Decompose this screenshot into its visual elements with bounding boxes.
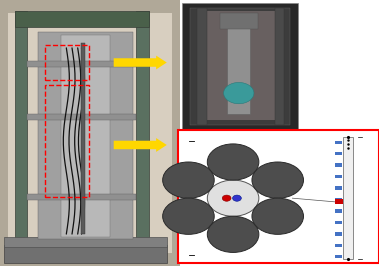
Bar xyxy=(178,130,379,263)
Bar xyxy=(38,32,133,239)
Bar xyxy=(275,8,284,125)
Bar xyxy=(220,13,258,29)
Circle shape xyxy=(207,144,259,180)
Text: 1,500mm
(30point): 1,500mm (30point) xyxy=(363,193,379,204)
Circle shape xyxy=(222,195,231,201)
Text: FBG :Fiber
Bragg Grating: FBG :Fiber Bragg Grating xyxy=(229,204,300,234)
Bar xyxy=(343,137,353,259)
Bar xyxy=(0,0,180,266)
Bar xyxy=(197,8,207,125)
Bar xyxy=(335,255,342,259)
FancyArrow shape xyxy=(114,138,167,152)
Text: 15.2mm: 15.2mm xyxy=(182,187,187,209)
Bar xyxy=(15,11,149,27)
Bar xyxy=(335,163,342,167)
Bar xyxy=(45,45,89,80)
Bar xyxy=(335,152,342,155)
Bar xyxy=(335,221,342,224)
Circle shape xyxy=(252,162,304,198)
Bar xyxy=(15,11,27,255)
Bar xyxy=(335,244,342,247)
Bar xyxy=(227,19,250,114)
Bar xyxy=(335,175,342,178)
Bar xyxy=(335,198,342,201)
Circle shape xyxy=(252,198,304,234)
Circle shape xyxy=(224,82,254,104)
Bar xyxy=(190,8,290,125)
Bar xyxy=(335,232,342,236)
Bar xyxy=(201,11,279,120)
Circle shape xyxy=(207,216,259,252)
Bar xyxy=(335,186,342,190)
Bar xyxy=(182,3,298,130)
Bar xyxy=(4,237,167,247)
Bar xyxy=(335,141,342,144)
Bar xyxy=(27,194,136,200)
Bar xyxy=(27,114,136,120)
Bar xyxy=(45,85,89,197)
Bar xyxy=(335,209,342,213)
Bar xyxy=(136,11,149,255)
Bar xyxy=(4,245,167,263)
Text: Single Mode
optic fiber: Single Mode optic fiber xyxy=(241,182,322,196)
Circle shape xyxy=(163,162,214,198)
Circle shape xyxy=(233,195,241,201)
Bar xyxy=(8,13,172,253)
Bar xyxy=(27,61,136,66)
Bar xyxy=(335,200,343,204)
Circle shape xyxy=(163,198,214,234)
FancyArrow shape xyxy=(114,56,167,69)
Text: CFRP : Carbon Fiber
Reinforced Polymer: CFRP : Carbon Fiber Reinforced Polymer xyxy=(292,150,340,172)
Bar xyxy=(61,35,110,237)
Circle shape xyxy=(207,180,259,216)
Bar xyxy=(81,43,85,234)
